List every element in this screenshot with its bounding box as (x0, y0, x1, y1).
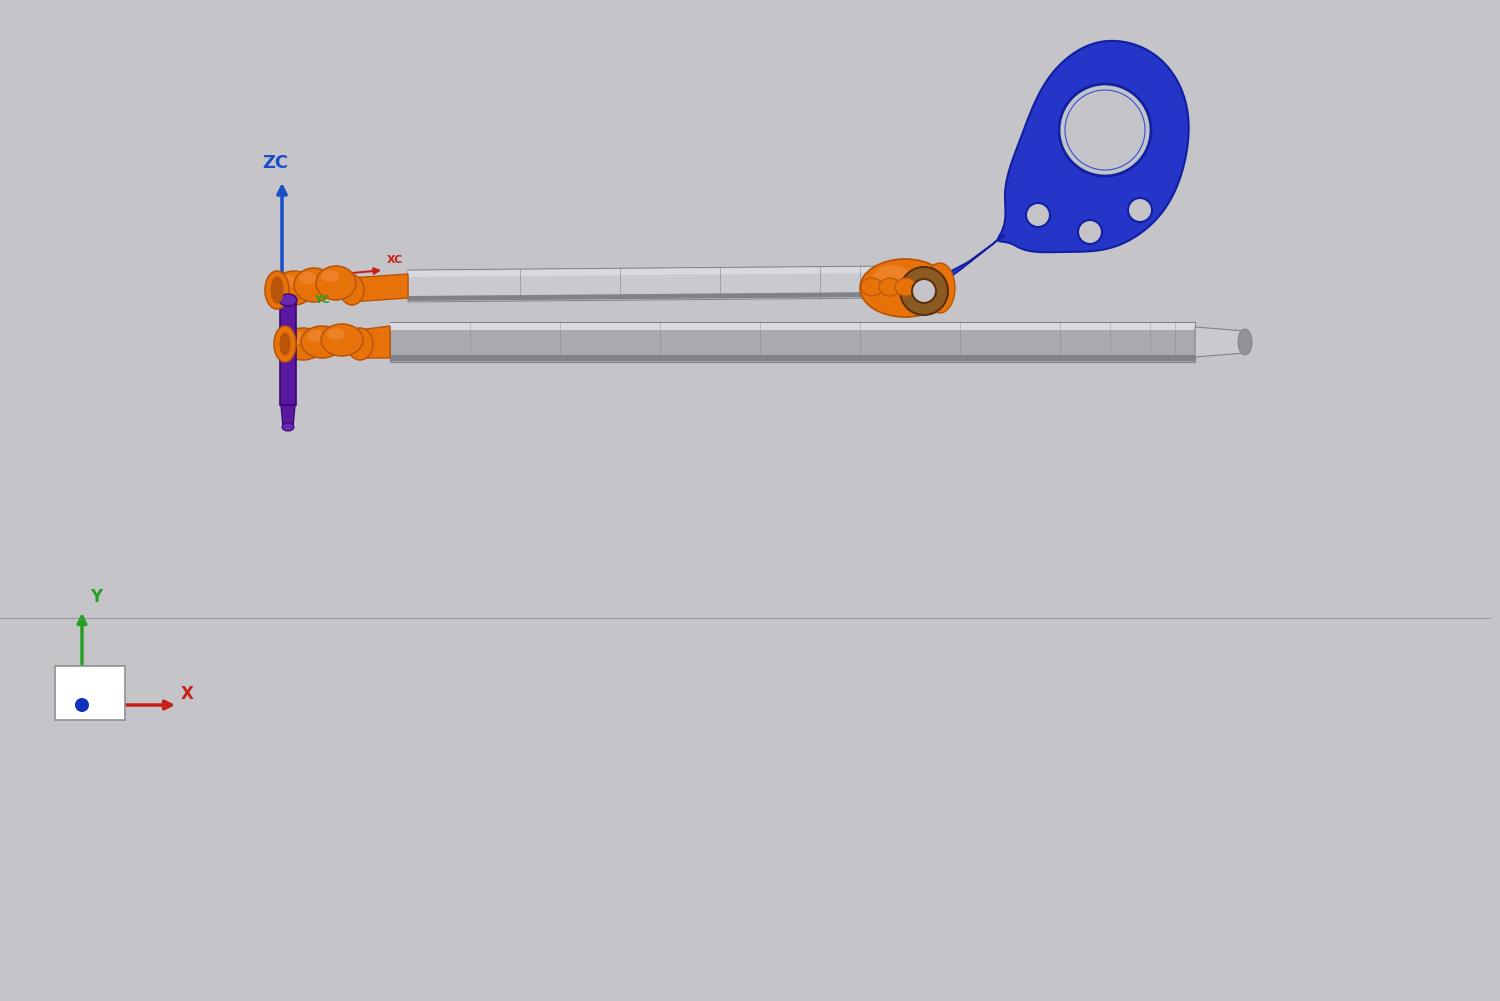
Ellipse shape (288, 332, 306, 344)
Polygon shape (358, 326, 390, 358)
Polygon shape (390, 355, 1196, 361)
Circle shape (1026, 203, 1050, 227)
Text: YC: YC (314, 295, 330, 305)
Polygon shape (408, 292, 886, 301)
Polygon shape (408, 267, 886, 277)
Ellipse shape (279, 275, 297, 287)
Ellipse shape (280, 333, 290, 355)
Text: XC: XC (387, 255, 404, 265)
Text: X: X (182, 685, 194, 703)
Ellipse shape (926, 263, 956, 313)
Polygon shape (408, 266, 886, 302)
Ellipse shape (308, 330, 326, 342)
Ellipse shape (266, 271, 290, 309)
FancyBboxPatch shape (56, 666, 125, 720)
Polygon shape (390, 323, 1196, 330)
Circle shape (1065, 90, 1144, 170)
Ellipse shape (282, 423, 294, 431)
Polygon shape (350, 274, 408, 302)
Ellipse shape (879, 278, 902, 296)
Ellipse shape (873, 265, 910, 291)
Ellipse shape (282, 328, 324, 360)
Ellipse shape (1238, 329, 1252, 355)
Circle shape (1128, 198, 1152, 222)
Circle shape (912, 279, 936, 303)
Ellipse shape (340, 275, 364, 305)
Ellipse shape (274, 326, 296, 362)
Ellipse shape (859, 259, 950, 317)
Circle shape (75, 698, 88, 712)
Ellipse shape (274, 271, 314, 305)
Ellipse shape (272, 277, 284, 303)
Ellipse shape (321, 270, 339, 282)
Ellipse shape (346, 328, 374, 360)
Ellipse shape (321, 324, 363, 356)
Text: Y: Y (90, 588, 102, 606)
Ellipse shape (279, 294, 297, 306)
Polygon shape (928, 235, 1005, 288)
Text: ZC: ZC (262, 154, 288, 172)
Polygon shape (1196, 327, 1245, 357)
Ellipse shape (302, 326, 344, 358)
Ellipse shape (294, 268, 334, 302)
Polygon shape (390, 322, 1196, 362)
Circle shape (1078, 220, 1102, 244)
Polygon shape (280, 405, 296, 427)
Polygon shape (280, 300, 296, 405)
Ellipse shape (896, 278, 916, 296)
Ellipse shape (861, 278, 883, 296)
Ellipse shape (298, 272, 316, 284)
Circle shape (900, 267, 948, 315)
Circle shape (1059, 84, 1150, 176)
Ellipse shape (316, 266, 356, 300)
Polygon shape (998, 41, 1188, 252)
Ellipse shape (327, 328, 345, 340)
